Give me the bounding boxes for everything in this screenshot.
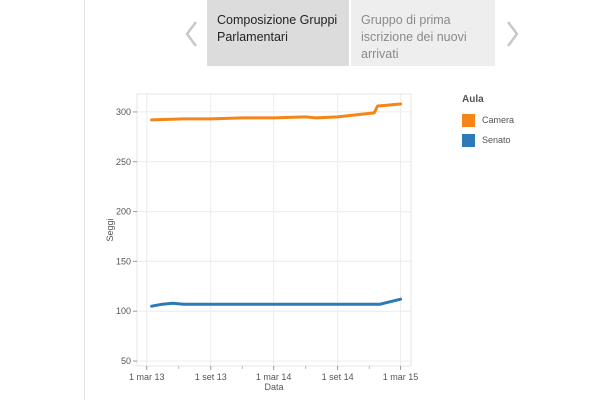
tab-label: Gruppo di prima iscrizione dei nuovi arr… [361, 13, 467, 61]
legend-item-senato[interactable]: Senato [462, 130, 514, 150]
legend-label: Senato [482, 135, 511, 145]
x-tick-label: 1 set 13 [195, 372, 227, 382]
y-tick-label: 200 [116, 207, 131, 217]
content-divider [84, 0, 85, 400]
series-line-senato [150, 297, 403, 308]
y-axis-label: Seggi [105, 218, 115, 241]
y-tick-label: 100 [116, 306, 131, 316]
y-tick-label: 300 [116, 107, 131, 117]
tab-composizione-gruppi[interactable]: Composizione Gruppi Parlamentari [207, 0, 349, 66]
next-button[interactable] [500, 14, 524, 54]
legend-title: Aula [462, 94, 484, 105]
prev-button[interactable] [180, 14, 204, 54]
x-tick-label: 1 mar 13 [129, 372, 165, 382]
legend: Aula Camera Senato [462, 94, 514, 150]
x-axis-label: Data [264, 382, 283, 392]
x-tick-label: 1 set 14 [322, 372, 354, 382]
grid [137, 94, 411, 366]
y-tick-label: 150 [116, 256, 131, 266]
series [150, 102, 403, 308]
y-tick-label: 250 [116, 157, 131, 167]
chevron-right-icon [507, 21, 519, 47]
legend-label: Camera [482, 115, 515, 125]
legend-swatch-senato [462, 133, 475, 147]
legend-item-camera[interactable]: Camera [462, 110, 514, 130]
y-tick-label: 50 [121, 356, 131, 366]
chevron-left-icon [185, 21, 197, 47]
tab-gruppo-prima-iscrizione[interactable]: Gruppo di prima iscrizione dei nuovi arr… [351, 0, 495, 66]
x-tick-label: 1 mar 15 [383, 372, 419, 382]
axes: 50 100 150 200 250 300 1 mar 13 1 set 13 1 mar 1… [116, 107, 418, 382]
tab-label: Composizione Gruppi Parlamentari [217, 13, 338, 44]
legend-swatch-camera [462, 113, 475, 127]
series-line-camera [150, 102, 403, 122]
x-tick-label: 1 mar 14 [256, 372, 292, 382]
